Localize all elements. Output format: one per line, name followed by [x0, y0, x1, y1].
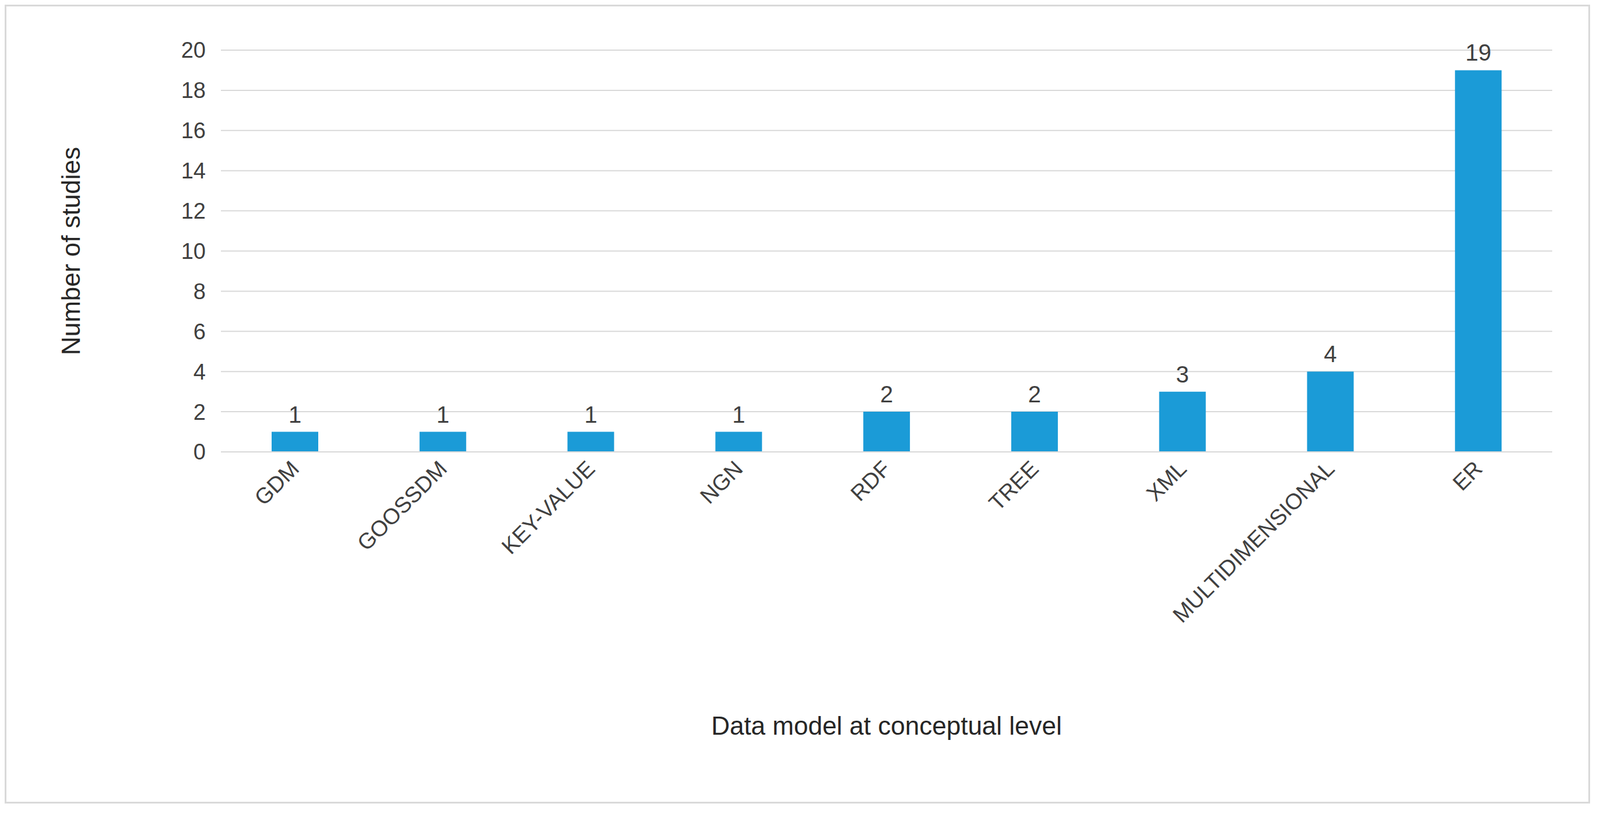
svg-text:19: 19: [1465, 39, 1492, 66]
svg-text:KEY-VALUE: KEY-VALUE: [496, 455, 600, 559]
svg-text:1: 1: [436, 401, 450, 428]
svg-text:8: 8: [193, 279, 206, 304]
svg-text:14: 14: [181, 158, 206, 184]
svg-text:Number of studies: Number of studies: [56, 146, 86, 355]
svg-text:3: 3: [1176, 361, 1190, 388]
svg-text:2: 2: [880, 381, 893, 407]
svg-text:NGN: NGN: [695, 455, 748, 508]
svg-text:4: 4: [1323, 340, 1337, 367]
svg-text:4: 4: [193, 359, 206, 385]
svg-text:20: 20: [181, 37, 206, 63]
svg-text:16: 16: [181, 118, 206, 143]
svg-text:2: 2: [193, 399, 206, 425]
svg-text:1: 1: [584, 401, 597, 428]
svg-text:6: 6: [193, 319, 206, 344]
svg-text:MULTIDIMENSIONAL: MULTIDIMENSIONAL: [1168, 455, 1339, 627]
svg-text:0: 0: [193, 439, 206, 464]
svg-text:ER: ER: [1447, 455, 1487, 495]
svg-text:XML: XML: [1141, 455, 1192, 506]
svg-text:GOOSSDM: GOOSSDM: [352, 455, 452, 555]
svg-text:12: 12: [181, 198, 206, 224]
svg-text:1: 1: [732, 401, 745, 428]
svg-text:18: 18: [181, 78, 206, 103]
svg-text:TREE: TREE: [983, 455, 1043, 515]
svg-text:2: 2: [1028, 381, 1042, 407]
svg-text:10: 10: [181, 238, 206, 264]
svg-text:GDM: GDM: [250, 455, 304, 510]
svg-text:Data model at conceptual level: Data model at conceptual level: [711, 711, 1063, 740]
svg-text:1: 1: [288, 401, 302, 428]
svg-text:RDF: RDF: [845, 455, 896, 506]
